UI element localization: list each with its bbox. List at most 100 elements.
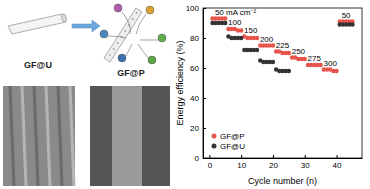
point [271,60,275,64]
point [303,57,307,61]
sem-fiber [46,86,50,186]
series [210,16,354,73]
sem-fiber [70,86,74,186]
tick-label: 40 [333,161,342,170]
tick: 60 [190,64,206,73]
diagram-label: GF@P [117,68,144,78]
tick-label: 100 [186,4,200,13]
tick: 0 [208,155,213,170]
point [223,21,227,25]
tick-label: 60 [190,64,199,73]
plain-tube [8,13,67,34]
axis-line [204,158,363,159]
annotation: 200 [260,35,274,44]
tick: 100 [186,4,206,13]
marks [210,16,354,73]
point [318,63,322,67]
annotation: 150 [244,26,258,35]
sem-image [3,86,75,186]
tick-label: 10 [237,161,246,170]
tube-body [104,8,142,62]
tick-label: 30 [301,161,310,170]
point [350,22,354,26]
tick: 80 [190,34,206,43]
tick-label: 20 [269,161,278,170]
tick: 0 [195,154,206,163]
point [334,69,338,73]
legend-label: GF@P [220,132,245,141]
legend-marker [212,134,217,139]
sem-fiber [34,86,38,186]
pore [109,54,111,56]
legend-label: GF@U [220,142,245,151]
point [255,36,259,40]
pore [113,48,115,50]
tick-mark [203,38,206,39]
legend-marker [212,144,217,149]
annotation: 225 [276,41,290,50]
tick-mark [337,155,338,158]
tick-mark [241,155,242,158]
ion [114,4,122,12]
point [287,69,291,73]
annotation: 250 [292,47,306,56]
figure: GF@UGF@P010203040020406080100Cycle numbe… [0,0,370,189]
series [210,21,354,73]
tick: 20 [190,124,206,133]
tick-mark [305,155,306,158]
tube-end [61,13,67,22]
ion [118,54,126,62]
tick-mark [203,128,206,129]
diagram-label: GF@U [24,60,52,70]
sem-fiber [58,86,62,186]
ion-path [108,12,158,58]
tick-label: 0 [195,154,200,163]
point [223,16,227,20]
point [239,36,243,40]
annotation: 50 mA cm⁻² [215,8,257,17]
x-axis-title: Cycle number (n) [248,176,317,186]
tick-label: 80 [190,34,199,43]
sem-fiber [10,86,14,186]
arrow [72,20,100,32]
tube-body [8,14,66,34]
tick-mark [273,155,274,158]
chart: 0 10 20 30 40 0 20 40 60 80 100 Cycle number (n) Ene… [175,4,363,186]
porous-tube [100,4,166,64]
tick-mark [203,98,206,99]
tick: 40 [190,94,206,103]
diagram: GF@U GF@P [3,4,170,186]
legend: GF@PGF@U [212,132,246,151]
point [239,28,243,32]
point [271,43,275,47]
pore [132,18,134,20]
tick: 30 [301,155,310,170]
tick: 10 [237,155,246,170]
ion [148,56,156,64]
annotation: 100 [228,18,242,27]
axis-line [203,9,204,159]
annotation: 275 [308,54,322,63]
x-axis: 0 10 20 30 40 [204,155,363,170]
tick-label: 40 [190,94,199,103]
sem-image [90,86,170,186]
tick-mark [203,68,206,69]
annotation: 300 [324,59,338,68]
y-axis-title: Energy efficiency (%) [175,41,185,126]
tick: 20 [269,155,278,170]
tick-label: 20 [190,124,199,133]
tick-mark [203,8,206,9]
tick-mark [209,155,210,158]
pore [136,12,138,14]
tick-mark [203,158,206,159]
point [255,48,259,52]
tick-label: 0 [208,161,213,170]
point [287,51,291,55]
y-axis: 0 20 40 60 80 100 [186,4,206,163]
plot-frame [203,8,362,158]
ion [100,30,108,38]
pore [117,42,119,44]
pore [124,30,126,32]
sem-fiber [112,86,142,186]
annotation: 50 [342,11,351,20]
